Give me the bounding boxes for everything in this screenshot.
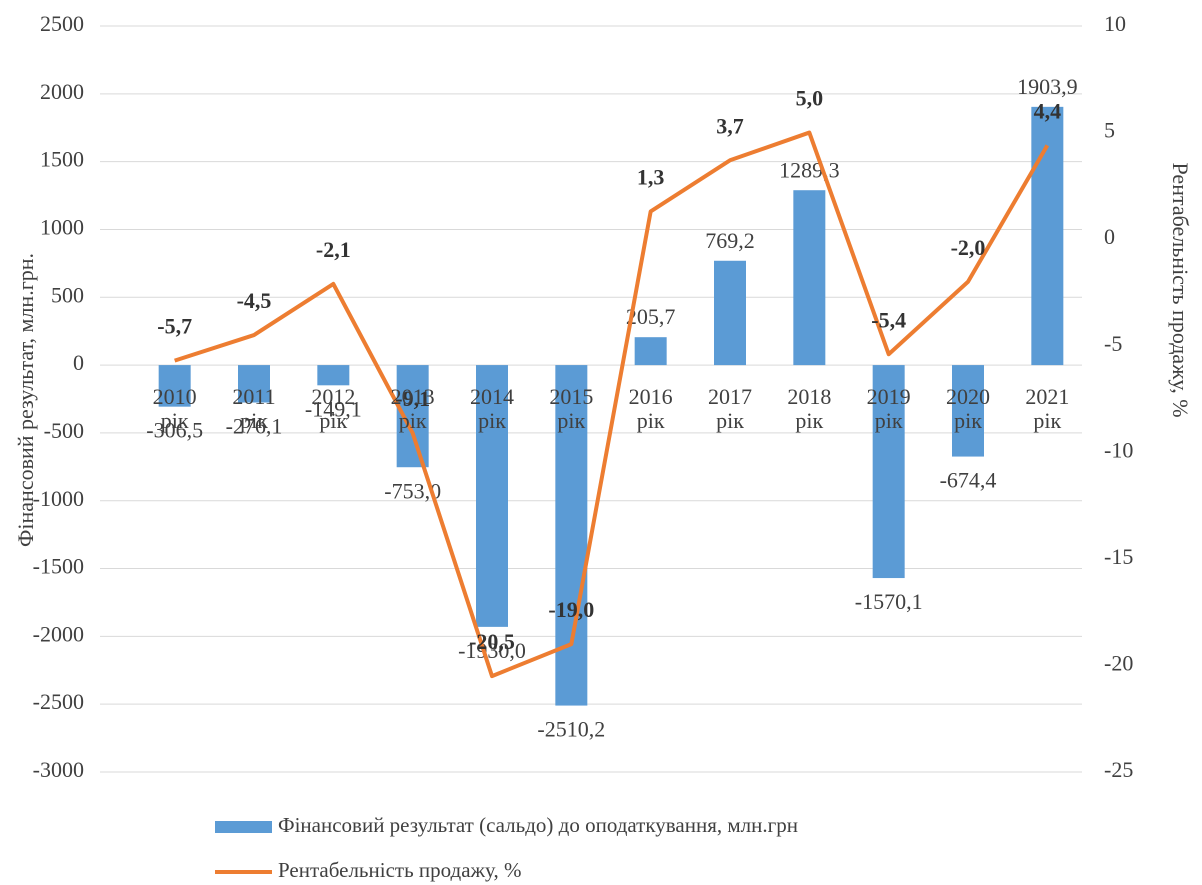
bar bbox=[634, 337, 667, 366]
x-tick-label: 2018 рік bbox=[787, 384, 832, 434]
line-value-label: -4,5 bbox=[237, 288, 272, 313]
line-value-label: -20,5 bbox=[469, 629, 515, 654]
y-tick-label: -3000 bbox=[33, 757, 84, 782]
y2-tick-label: -20 bbox=[1104, 650, 1133, 675]
bar-value-label: -1570,1 bbox=[855, 589, 923, 614]
x-tick-label: 2016 рік bbox=[628, 384, 673, 434]
bar bbox=[1031, 106, 1064, 366]
x-tick-label: 2015 рік bbox=[549, 384, 594, 434]
bar-value-label: -1930,0 bbox=[458, 638, 526, 663]
x-tick-label: 2013 рік bbox=[390, 384, 435, 434]
line-value-label: -9,1 bbox=[395, 386, 430, 411]
y2-axis-title: Рентабельність продажу, % bbox=[1168, 162, 1193, 417]
line-value-label: -19,0 bbox=[548, 597, 594, 622]
line-value-label: 4,4 bbox=[1034, 98, 1062, 123]
bar-value-label: 769,2 bbox=[705, 228, 755, 253]
x-tick-label: 2019 рік bbox=[866, 384, 911, 434]
bar bbox=[714, 260, 746, 366]
bar bbox=[158, 365, 191, 407]
y-tick-label: 500 bbox=[51, 282, 84, 307]
y-tick-label: 0 bbox=[73, 350, 84, 375]
y2-tick-label: -25 bbox=[1104, 757, 1133, 782]
y-tick-label: 1000 bbox=[40, 215, 84, 240]
y-tick-label: 1500 bbox=[40, 147, 84, 172]
line bbox=[174, 130, 1050, 679]
bar bbox=[872, 365, 905, 579]
bar-value-label: -2510,2 bbox=[537, 717, 605, 742]
x-tick-label: 2010 рік bbox=[152, 384, 197, 434]
legend-label: Рентабельність продажу, % bbox=[278, 858, 521, 882]
line-value-label: -5,4 bbox=[871, 307, 906, 332]
y-tick-label: -1000 bbox=[33, 486, 84, 511]
bar bbox=[793, 190, 826, 366]
bar-value-label: -306,5 bbox=[146, 418, 203, 443]
x-tick-label: 2011 рік bbox=[232, 384, 276, 434]
x-tick-label: 2020 рік bbox=[946, 384, 990, 434]
bar bbox=[317, 365, 350, 386]
y2-tick-label: -15 bbox=[1104, 544, 1133, 569]
line-value-label: 1,3 bbox=[637, 164, 665, 189]
line-value-label: -2,1 bbox=[316, 237, 351, 262]
y-tick-label: -2000 bbox=[33, 621, 84, 646]
line-value-label: 5,0 bbox=[796, 86, 824, 111]
bar bbox=[476, 365, 508, 627]
bar-value-label: 1289,3 bbox=[779, 157, 840, 182]
line-value-label: -5,7 bbox=[157, 314, 192, 339]
y-tick-label: -2500 bbox=[33, 689, 84, 714]
bar-value-label: -276,1 bbox=[226, 414, 283, 439]
x-tick-label: 2017 рік bbox=[708, 384, 752, 434]
x-tick-label: 2012 рік bbox=[311, 384, 356, 434]
y-tick-label: 2500 bbox=[40, 11, 84, 36]
x-tick-label: 2014 рік bbox=[470, 384, 514, 434]
legend-label: Фінансовий результат (сальдо) до оподатк… bbox=[278, 813, 798, 837]
y-tick-label: 2000 bbox=[40, 79, 84, 104]
bar bbox=[238, 365, 270, 403]
bar bbox=[952, 365, 984, 457]
x-tick-label: 2021 рік bbox=[1025, 384, 1070, 434]
y-tick-label: -1500 bbox=[33, 554, 84, 579]
legend-swatch bbox=[215, 821, 272, 833]
y2-tick-label: 5 bbox=[1104, 118, 1115, 143]
y2-tick-label: 10 bbox=[1104, 11, 1126, 36]
y-axis-title: Фінансовий результат, млн.грн. bbox=[13, 253, 38, 547]
line-value-label: -2,0 bbox=[951, 235, 986, 260]
y2-tick-label: 0 bbox=[1104, 224, 1115, 249]
bar-value-label: -149,1 bbox=[305, 396, 362, 421]
bar-value-label: 1903,9 bbox=[1017, 74, 1078, 99]
y2-tick-label: -10 bbox=[1104, 437, 1133, 462]
y-tick-label: -500 bbox=[44, 418, 84, 443]
y2-tick-label: -5 bbox=[1104, 331, 1122, 356]
bar-value-label: -674,4 bbox=[940, 468, 997, 493]
line-value-label: 3,7 bbox=[716, 113, 744, 138]
